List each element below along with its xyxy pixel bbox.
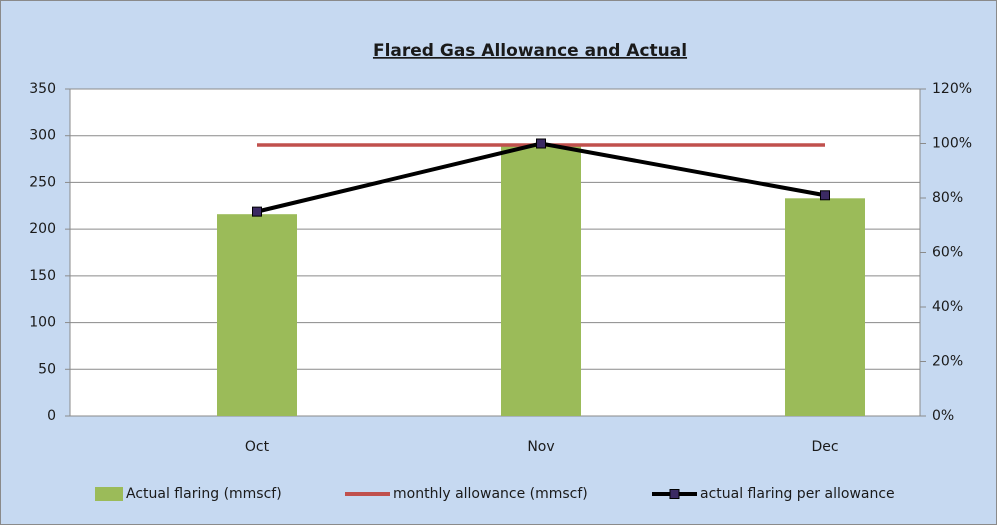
y2-tick-label: 100%: [932, 136, 972, 152]
bar: [785, 198, 865, 416]
y-tick-label: 50: [38, 361, 56, 377]
x-tick-label: Oct: [245, 439, 270, 455]
y-tick-label: 0: [47, 408, 56, 424]
y2-tick-label: 40%: [932, 299, 963, 315]
y-tick-label: 100: [29, 315, 56, 331]
y-tick-label: 150: [29, 268, 56, 284]
y-tick-label: 200: [29, 221, 56, 237]
marker: [252, 206, 262, 217]
legend-label: monthly allowance (mmscf): [393, 486, 588, 502]
y2-tick-label: 120%: [932, 81, 972, 97]
legend-marker: [669, 489, 680, 499]
y2-tick-label: 80%: [932, 190, 963, 206]
legend-swatch: [95, 487, 123, 501]
x-tick-label: Nov: [527, 439, 554, 455]
y2-tick-label: 20%: [932, 354, 963, 370]
bar: [217, 214, 297, 416]
y-tick-label: 250: [29, 174, 56, 190]
y2-tick-label: 0%: [932, 408, 954, 424]
bar: [501, 145, 581, 416]
legend-label: actual flaring per allowance: [700, 486, 895, 502]
y-tick-label: 300: [29, 128, 56, 144]
chart-title: Flared Gas Allowance and Actual: [373, 41, 687, 61]
marker: [536, 138, 546, 149]
marker: [820, 190, 830, 201]
y-tick-label: 350: [29, 81, 56, 97]
y2-tick-label: 60%: [932, 245, 963, 261]
legend-label: Actual flaring (mmscf): [126, 486, 282, 502]
x-tick-label: Dec: [811, 439, 838, 455]
